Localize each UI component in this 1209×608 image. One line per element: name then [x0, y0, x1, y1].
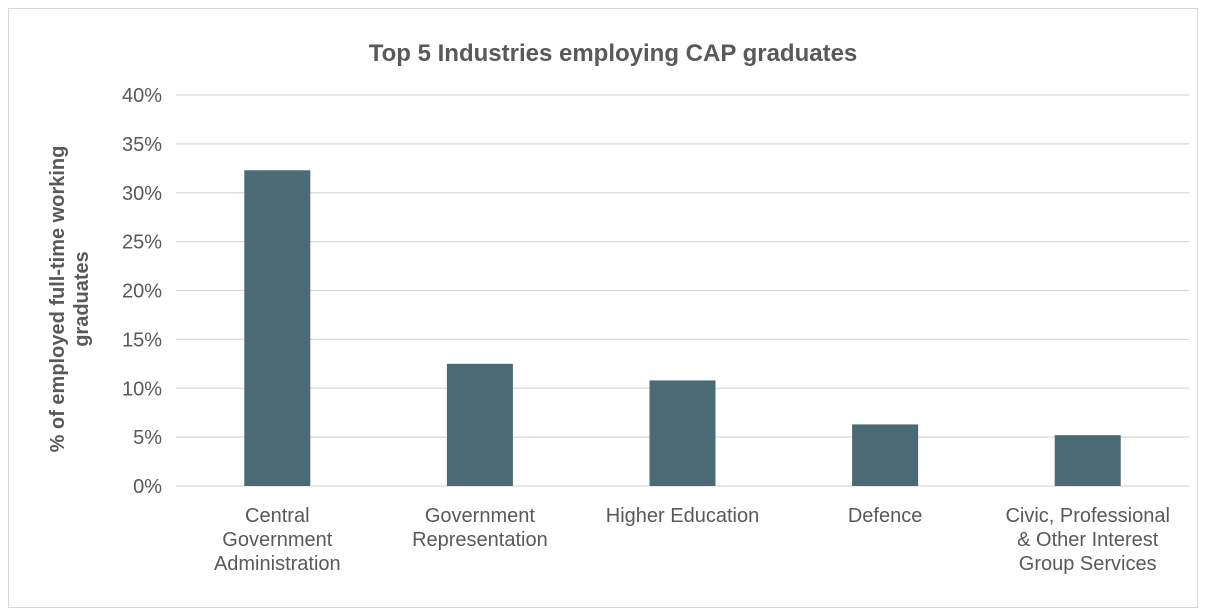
- bar: [649, 380, 716, 486]
- y-axis-label-line-1: % of employed full-time working: [47, 146, 69, 453]
- x-category-label: Higher Education: [606, 505, 759, 527]
- chart-title: Top 5 Industries employing CAP graduates: [369, 40, 858, 67]
- y-tick-label: 0%: [133, 476, 162, 498]
- bar-chart: Top 5 Industries employing CAP graduates…: [47, 40, 1189, 575]
- bars: [244, 170, 1121, 486]
- x-category-label: Central Government Administration: [214, 505, 341, 575]
- y-tick-label: 40%: [122, 85, 162, 107]
- y-tick-label: 35%: [122, 134, 162, 156]
- y-tick-label: 20%: [122, 281, 162, 303]
- y-tick-label: 15%: [122, 329, 162, 351]
- y-axis-label: % of employed full-time working graduate…: [47, 146, 93, 453]
- gridlines: [176, 94, 1189, 487]
- y-axis-ticks: 0% 5% 10% 15% 20% 25% 30% 35% 40%: [122, 85, 162, 498]
- chart-frame: Top 5 Industries employing CAP graduates…: [8, 8, 1198, 608]
- bar: [1054, 435, 1121, 486]
- y-tick-label: 10%: [122, 378, 162, 400]
- y-axis-label-line-2: graduates: [71, 251, 93, 347]
- bar: [244, 170, 311, 486]
- bar: [852, 424, 919, 486]
- x-axis-categories: Central Government Administration Governmen…: [214, 505, 1170, 575]
- x-category-label: Government Representation: [412, 505, 548, 551]
- x-category-label: Civic, Professional & Other Interest Group…: [1005, 505, 1170, 575]
- y-tick-label: 5%: [133, 427, 162, 449]
- bar: [446, 363, 513, 486]
- y-tick-label: 30%: [122, 183, 162, 205]
- y-tick-label: 25%: [122, 232, 162, 254]
- x-category-label: Defence: [848, 505, 923, 527]
